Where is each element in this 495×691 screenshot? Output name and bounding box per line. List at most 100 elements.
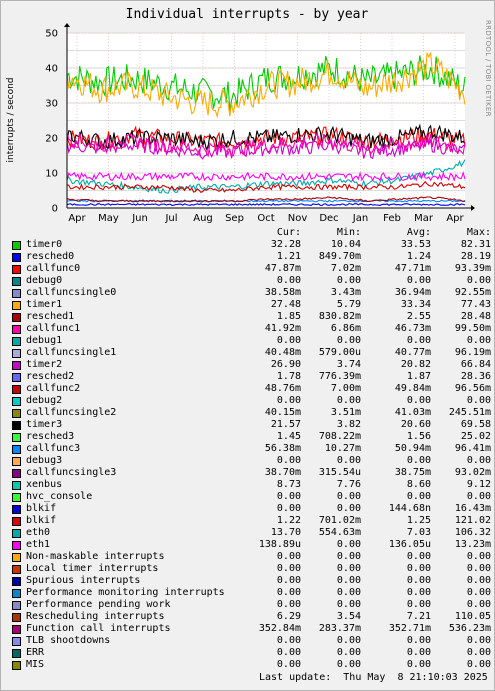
legend-cur-value: 0.00 [276,575,301,586]
legend-avg-value: 47.71m [394,263,431,274]
legend-cur-value: 40.48m [264,347,301,358]
legend-min-value: 830.82m [318,311,361,322]
legend-min-value: 701.02m [318,515,361,526]
legend-name: hvc_console [26,491,93,502]
legend-max-value: 28.36 [460,371,491,382]
x-tick-label: Apr [446,213,464,224]
legend-cur-value: 0.00 [276,587,301,598]
legend-avg-value: 0.00 [406,551,431,562]
header-avg: Avg: [406,227,431,238]
legend-max-value: 96.41m [454,443,491,454]
legend-max-value: 0.00 [466,491,491,502]
legend-avg-value: 0.00 [406,635,431,646]
legend-min-value: 7.76 [336,479,361,490]
legend-avg-value: 36.94m [394,287,431,298]
legend-name: callfuncsingle2 [26,407,117,418]
legend-row: blkif 1.22 701.02m 1.25 121.02 [12,515,491,527]
legend-swatch [12,481,21,490]
legend-min-value: 708.22m [318,431,361,442]
legend-swatch [12,337,21,346]
legend-min-value: 0.00 [336,575,361,586]
legend-row: eth0 13.70 554.63m 7.03 106.32 [12,527,491,539]
x-tick-label: Sep [225,213,244,224]
legend-max-value: 0.00 [466,599,491,610]
legend-cur-value: 0.00 [276,395,301,406]
legend-max-value: 121.02 [454,515,491,526]
legend-swatch [12,373,21,382]
legend-cur-value: 0.00 [276,551,301,562]
legend-min-value: 849.70m [318,251,361,262]
legend-row: hvc_console 0.00 0.00 0.00 0.00 [12,491,491,503]
legend-min-value: 0.00 [336,599,361,610]
legend-max-value: 0.00 [466,647,491,658]
legend-min-value: 3.43m [330,287,361,298]
legend-max-value: 96.56m [454,383,491,394]
legend: Cur: Min: Avg: Max: timer0 32.28 10.04 33.5… [12,227,491,671]
x-tick-label: Dec [319,213,338,224]
watermark: RRDTOOL / TOBI OETIKER [484,20,492,117]
legend-name: callfuncsingle1 [26,347,117,358]
legend-max-value: 13.23m [454,539,491,550]
series-line-eth1 [66,170,466,182]
legend-max-value: 82.31 [460,239,491,250]
legend-swatch [12,397,21,406]
legend-max-value: 245.51m [448,407,491,418]
x-tick-label: Jul [164,213,177,224]
legend-row: debug2 0.00 0.00 0.00 0.00 [12,395,491,407]
legend-avg-value: 0.00 [406,491,431,502]
series-line-callfunc3 [66,199,466,203]
legend-avg-value: 0.00 [406,587,431,598]
legend-max-value: 66.84 [460,359,491,370]
legend-row: ERR 0.00 0.00 0.00 0.00 [12,647,491,659]
legend-min-value: 3.51m [330,407,361,418]
legend-max-value: 0.00 [466,575,491,586]
legend-row: resched1 1.85 830.82m 2.55 28.48 [12,311,491,323]
legend-swatch [12,409,21,418]
legend-swatch [12,589,21,598]
legend-swatch [12,265,21,274]
legend-name: debug1 [26,335,63,346]
legend-row: debug0 0.00 0.00 0.00 0.00 [12,275,491,287]
legend-row: Spurious interrupts 0.00 0.00 0.00 0.00 [12,575,491,587]
legend-cur-value: 138.89u [258,539,301,550]
header-min: Min: [336,227,361,238]
legend-row: blkif 0.00 0.00 144.68n 16.43m [12,503,491,515]
y-tick-label: 50 [45,29,58,40]
legend-avg-value: 46.73m [394,323,431,334]
legend-name: debug2 [26,395,63,406]
legend-header: Cur: Min: Avg: Max: [12,227,491,239]
y-axis-label: interrupts / second [6,78,16,163]
header-max: Max: [466,227,491,238]
plot-area: Apr May Jun Jul Aug Sep Oct Nov Dec Jan Feb Mar Apr 0… [45,23,475,224]
legend-max-value: 0.00 [466,275,491,286]
legend-name: Non-maskable interrupts [26,551,165,562]
legend-swatch [12,577,21,586]
legend-max-value: 0.00 [466,635,491,646]
legend-avg-value: 20.82 [400,359,431,370]
legend-name: Performance monitoring interrupts [26,587,225,598]
legend-min-value: 579.00u [318,347,361,358]
legend-max-value: 93.02m [454,467,491,478]
series-line-timer0 [66,55,466,111]
legend-cur-value: 56.38m [264,443,301,454]
legend-swatch [12,517,21,526]
x-tick-label: Nov [288,213,308,224]
legend-name: ERR [26,647,45,658]
legend-swatch [12,649,21,658]
legend-min-value: 0.00 [336,635,361,646]
legend-name: eth0 [26,527,51,538]
legend-name: Performance pending work [26,599,171,610]
legend-cur-value: 1.21 [276,251,301,262]
legend-cur-value: 40.15m [264,407,301,418]
legend-cur-value: 32.28 [270,239,301,250]
chart-title: Individual interrupts - by year [126,7,369,22]
legend-name: resched1 [26,311,75,322]
legend-max-value: 0.00 [466,455,491,466]
legend-row: callfuncsingle1 40.48m 579.00u 40.77m 96.19m [12,347,491,359]
legend-max-value: 16.43m [454,503,491,514]
legend-avg-value: 40.77m [394,347,431,358]
legend-swatch [12,301,21,310]
legend-swatch [12,277,21,286]
y-tick-label: 30 [45,99,58,110]
legend-name: callfunc2 [26,383,81,394]
